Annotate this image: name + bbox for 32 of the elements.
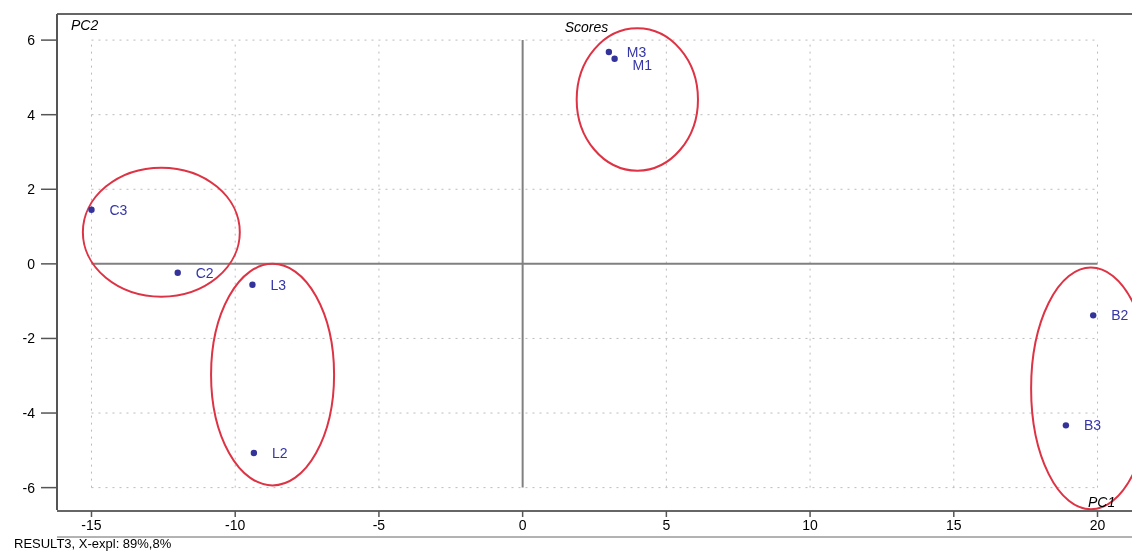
point xyxy=(611,55,618,62)
point xyxy=(249,281,256,288)
x-tick-label: 15 xyxy=(946,516,962,533)
series-label: L2 xyxy=(271,444,288,461)
series-label: B2 xyxy=(1111,307,1129,324)
point xyxy=(250,449,258,457)
series-label: C2 xyxy=(195,264,214,281)
y-tick-label: -6 xyxy=(22,479,36,496)
y-tick-label: -2 xyxy=(22,330,36,347)
y-tick-label: 4 xyxy=(27,106,36,123)
series-label: B3 xyxy=(1083,417,1102,434)
y-tick-label: 2 xyxy=(27,181,36,198)
x-tick-label: -15 xyxy=(81,516,102,533)
x-tick-label: 10 xyxy=(802,516,819,533)
chart-title: Scores xyxy=(564,19,609,35)
x-tick-label: 0 xyxy=(518,516,527,533)
y-tick-label: -4 xyxy=(22,404,36,421)
x-tick-label: 20 xyxy=(1089,516,1106,533)
series-label: C3 xyxy=(109,201,128,218)
series-label: L3 xyxy=(270,276,287,293)
point xyxy=(174,269,181,277)
point xyxy=(1090,312,1097,319)
y-tick-label: 0 xyxy=(27,255,36,272)
y-axis-title: PC2 xyxy=(71,17,99,33)
point xyxy=(605,48,613,56)
x-tick-label: 5 xyxy=(662,516,671,533)
point xyxy=(88,206,95,213)
y-tick-label: 6 xyxy=(27,32,36,49)
point xyxy=(1062,422,1070,429)
text: RESULT3, X-expl: 89%,8% xyxy=(14,536,172,551)
x-tick-label: -5 xyxy=(372,516,386,533)
x-tick-label: -10 xyxy=(225,516,246,533)
